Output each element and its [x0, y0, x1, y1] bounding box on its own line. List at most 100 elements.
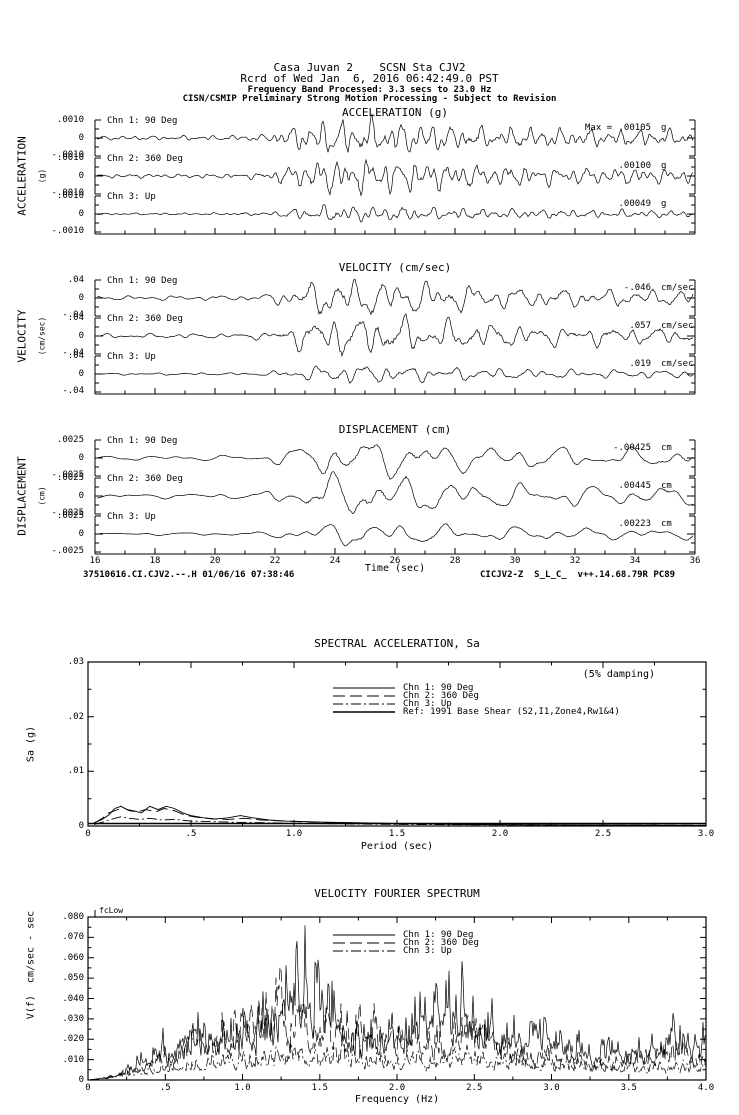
y-tick-label: .01	[67, 766, 84, 777]
fourier-x-axis-label: Frequency (Hz)	[354, 1094, 440, 1105]
legend-entry-label: Chn 1: 90 Deg	[403, 930, 474, 940]
x-tick-label: .5	[185, 829, 197, 839]
y-tick-label: -.04	[62, 310, 84, 320]
channel-label: Chn 2: 360 Deg	[107, 474, 183, 484]
strip-axis-bracket	[94, 279, 696, 317]
damping-note: (5% damping)	[582, 669, 655, 680]
max-annotation-prefix: Max =	[585, 123, 613, 133]
max-annotation-value: .00105	[618, 123, 651, 133]
y-tick-label: 0	[78, 293, 84, 303]
footer-file-info: 37510616.CI.CJV2.--.H 01/06/16 07:38:46	[83, 570, 295, 580]
max-annotation-unit: cm	[661, 519, 672, 529]
strip-axis-bracket	[94, 477, 696, 515]
x-tick-label: 1.5	[311, 1083, 328, 1093]
x-tick-label: 3.5	[620, 1083, 637, 1093]
max-annotation-value: .057	[629, 321, 651, 331]
x-tick-label: 1.5	[388, 829, 406, 839]
y-tick-label: .060	[62, 952, 84, 963]
max-annotation-unit: cm/sec	[661, 359, 694, 369]
y-tick-label: 0	[78, 171, 84, 181]
y-tick-label: .02	[67, 711, 84, 722]
max-annotation-unit: cm/sec	[661, 283, 694, 293]
displacement-axis-label: DISPLACEMENT	[15, 456, 29, 536]
x-tick-label: 0	[85, 829, 91, 839]
x-tick-label: 2.0	[491, 829, 509, 839]
y-tick-label: .0025	[56, 473, 84, 483]
channel-label: Chn 1: 90 Deg	[107, 436, 178, 446]
y-tick-label: 0	[78, 529, 84, 539]
waveform-trace	[96, 365, 694, 384]
x-tick-label: .5	[159, 1083, 171, 1093]
footer-processing-info: CICJV2-Z S_L_C_ v++.14.68.79R PC89	[480, 570, 676, 580]
y-tick-label: .0010	[56, 191, 84, 201]
channel-label: Chn 3: Up	[107, 192, 156, 202]
acceleration-axis-label: ACCELERATION	[15, 136, 29, 216]
max-annotation-unit: g	[661, 161, 667, 171]
y-tick-label: 0	[78, 133, 84, 143]
acceleration-panel-title: ACCELERATION (g)	[342, 106, 448, 119]
x-tick-label: 24	[329, 556, 341, 566]
max-annotation-value: .00100	[618, 161, 651, 171]
x-tick-label: 34	[629, 556, 641, 566]
max-annotation-unit: cm/sec	[661, 321, 694, 331]
y-tick-label: 0	[78, 209, 84, 219]
y-tick-label: 0	[78, 1075, 84, 1085]
legend-entry-label: Chn 2: 360 Deg	[403, 691, 479, 701]
sa-y-axis-label: Sa (g)	[25, 725, 37, 763]
x-tick-label: 22	[269, 556, 281, 566]
x-tick-label: 4.0	[697, 1083, 715, 1093]
waveform-trace	[96, 313, 694, 358]
strip-axis-bracket	[94, 119, 696, 157]
x-tick-label: 1.0	[285, 829, 303, 839]
waveform-trace	[96, 278, 694, 316]
x-tick-label: 26	[389, 556, 401, 566]
x-tick-label: 2.5	[594, 829, 612, 839]
y-tick-label: 0	[78, 369, 84, 379]
x-tick-label: 0	[85, 1083, 91, 1093]
x-tick-label: 3.0	[543, 1083, 560, 1093]
waveform-trace	[96, 471, 694, 515]
velocity-panel-title: VELOCITY (cm/sec)	[338, 261, 452, 274]
y-tick-label: .050	[62, 973, 84, 984]
station-title: Casa Juvan 2 SCSN Sta CJV2	[273, 61, 466, 74]
x-tick-label: 30	[509, 556, 521, 566]
channel-label: Chn 3: Up	[107, 352, 156, 362]
fourier-plot-title: VELOCITY FOURIER SPECTRUM	[314, 887, 480, 900]
y-tick-label: 0	[78, 331, 84, 341]
sa-series-curve	[94, 805, 707, 826]
sa-x-axis-label: Period (sec)	[360, 841, 434, 852]
fourier-series-curve	[88, 965, 707, 1081]
y-tick-label: .04	[67, 313, 84, 323]
frequency-band-note: Frequency Band Processed: 3.3 secs to 23…	[247, 85, 492, 95]
x-tick-label: 32	[569, 556, 581, 566]
y-tick-label: -.0010	[51, 226, 84, 236]
displacement-panel-title: DISPLACEMENT (cm)	[338, 423, 452, 436]
strip-axis-bracket	[94, 157, 696, 195]
x-tick-label: 36	[689, 556, 701, 566]
waveform-trace	[97, 158, 694, 197]
channel-label: Chn 1: 90 Deg	[107, 276, 178, 286]
channel-label: Chn 3: Up	[107, 512, 156, 522]
max-annotation-value: -.046	[623, 283, 651, 293]
y-tick-label: .020	[62, 1034, 84, 1045]
legend-entry-label: Ref: 1991 Base Shear (S2,I1,Zone4,Rw1&4)	[403, 707, 620, 717]
channel-label: Chn 1: 90 Deg	[107, 116, 178, 126]
fourier-y-axis-label: V(f) cm/sec - sec	[25, 910, 37, 1020]
max-annotation-unit: cm	[661, 443, 672, 453]
y-tick-label: .04	[67, 275, 84, 285]
plot-frame	[87, 661, 707, 827]
y-tick-label: .030	[62, 1013, 84, 1024]
max-annotation-unit: cm	[661, 481, 672, 491]
y-tick-label: -.0010	[51, 188, 84, 198]
channel-label: Chn 2: 360 Deg	[107, 154, 183, 164]
x-tick-label: 2.0	[388, 1083, 406, 1093]
legend-entry-label: Chn 2: 360 Deg	[403, 938, 479, 948]
x-tick-label: 3.0	[697, 829, 715, 839]
y-tick-label: -.04	[62, 386, 84, 396]
x-tick-label: 18	[149, 556, 161, 566]
time-axis	[94, 548, 696, 555]
x-tick-label: 1.0	[234, 1083, 251, 1093]
max-annotation-unit: g	[661, 123, 667, 133]
y-tick-label: 0	[78, 821, 84, 831]
processing-disclaimer: CISN/CSMIP Preliminary Strong Motion Pro…	[182, 94, 557, 104]
